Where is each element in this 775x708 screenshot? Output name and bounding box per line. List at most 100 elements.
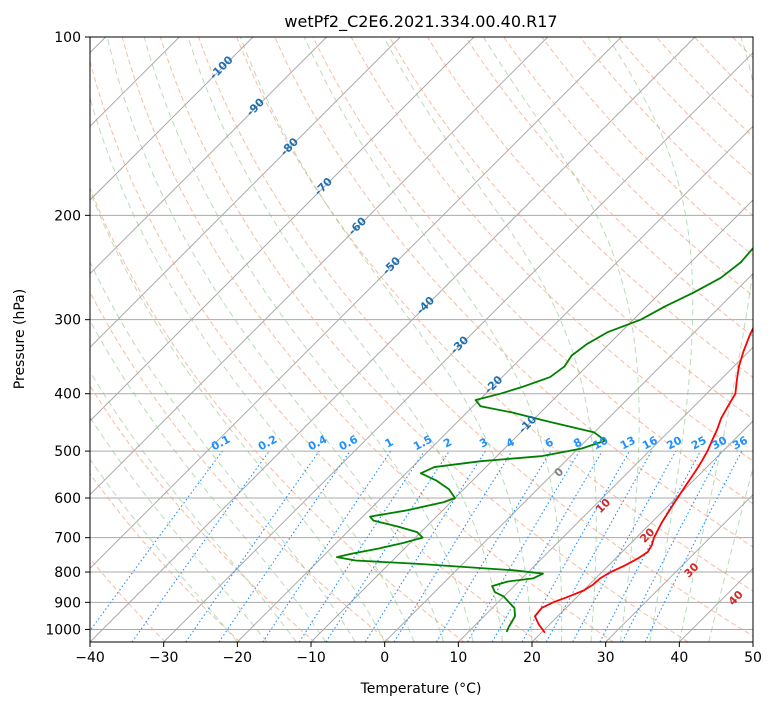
mixing-ratio-label: 6: [543, 435, 556, 450]
moist-adiabat-line: [383, 37, 597, 642]
mixing-ratio-line: [90, 450, 223, 632]
mixing-ratio-label: 10: [591, 434, 611, 453]
mixing-ratio-label: 36: [730, 434, 750, 453]
chart-title: wetPf2_C2E6.2021.334.00.40.R17: [284, 12, 557, 32]
y-tick-label: 500: [54, 444, 81, 460]
dry-adiabat-line: [90, 186, 465, 642]
dry-adiabat-line: [121, 37, 614, 642]
moist-adiabat-line: [90, 416, 268, 642]
mixing-ratio-label: 30: [710, 434, 730, 453]
x-tick-label: −20: [223, 650, 253, 666]
mixing-ratio-line: [262, 450, 392, 642]
mixing-ratio-line: [644, 450, 743, 642]
dry-adiabat-line: [465, 37, 753, 337]
moist-adiabat-line: [106, 37, 445, 642]
isotherm-line: [457, 346, 753, 642]
dry-adiabat-label: -50: [380, 254, 403, 277]
plot-frame: [89, 36, 754, 643]
moist-adiabat-line: [187, 37, 504, 642]
sounding-profiles: [336, 246, 753, 634]
dry-adiabat-line: [159, 37, 689, 642]
mixing-ratio-line: [521, 450, 630, 642]
dry-adiabat-line: [503, 37, 753, 297]
dry-adiabat-line: [426, 37, 753, 378]
mixing-ratio-label: 0.1: [209, 433, 232, 454]
mixing-ratio-line: [325, 450, 450, 642]
dry-adiabat-line: [388, 37, 753, 420]
moist-adiabat-line: [303, 37, 563, 642]
moist-adiabat-label: 20: [637, 525, 657, 545]
y-tick-label: 700: [54, 531, 81, 547]
isotherm-line: [90, 37, 475, 422]
dry-adiabat-label: -60: [346, 214, 369, 237]
dry-adiabat-line: [274, 37, 753, 548]
mixing-ratio-label: 0.6: [337, 433, 361, 454]
isotherm-line: [605, 493, 753, 642]
dry-adiabat-line: [90, 291, 390, 642]
moist-adiabat-line: [482, 37, 640, 642]
y-tick-label: 200: [54, 208, 81, 224]
x-tick-label: 50: [744, 650, 762, 666]
mixing-ratio-label: 20: [664, 434, 684, 453]
dry-adiabat-line: [90, 557, 166, 642]
grid-lines: [90, 37, 775, 642]
dry-adiabat-label: -30: [448, 333, 471, 356]
x-tick-label: 0: [380, 650, 389, 666]
dry-adiabat-line: [655, 37, 753, 138]
isotherm-line: [90, 37, 549, 496]
isotherm-line: [531, 420, 753, 642]
moist-adiabat-line: [90, 319, 327, 642]
y-tick-label: 1000: [45, 622, 81, 638]
moist-adiabat-line: [90, 96, 415, 642]
mixing-ratio-label: 0.4: [306, 433, 330, 454]
isotherm-line: [384, 272, 753, 642]
x-tick-label: −10: [296, 650, 326, 666]
dry-adiabat-label: -90: [244, 95, 267, 118]
temperature-profile-line: [534, 326, 753, 634]
mixing-ratio-label: 1.5: [411, 433, 434, 454]
mixing-ratio-label: 2: [441, 435, 454, 450]
plot-area: 0.1 0.2 0.4 0.6 1 1.5 2 3 4 6 8 10 13 16 20 25 30 36-100-…: [90, 37, 775, 642]
x-tick-label: 10: [449, 650, 467, 666]
y-tick-label: 600: [54, 491, 81, 507]
x-axis-label: Temperature (°C): [360, 681, 482, 697]
dry-adiabat-label: -80: [278, 135, 301, 158]
axes: −40 −30 −20 −10 0 10 20 30 40 5010020030040050060…: [45, 30, 762, 666]
mixing-ratio-label: 13: [618, 434, 638, 453]
isotherm-line: [90, 37, 622, 570]
moist-adiabat-label: 40: [726, 588, 746, 608]
dry-adiabat-line: [236, 37, 753, 592]
mixing-ratio-label: 0.2: [256, 433, 279, 454]
dry-adiabat-line: [771, 37, 775, 642]
mixing-ratio-label: 25: [689, 434, 709, 453]
dry-adiabat-label: -10: [516, 413, 539, 436]
dry-adiabat-line: [90, 59, 540, 642]
dry-adiabat-label: -100: [207, 53, 236, 82]
x-tick-label: −40: [75, 650, 105, 666]
moist-adiabat-line: [90, 458, 238, 642]
y-tick-label: 400: [54, 387, 81, 403]
x-tick-label: 20: [523, 650, 541, 666]
moist-adiabat-line: [708, 466, 753, 642]
dry-adiabat-line: [350, 37, 753, 462]
dry-adiabat-line: [90, 384, 316, 642]
y-tick-label: 900: [54, 595, 81, 611]
dewpoint-profile-line: [336, 246, 753, 633]
mixing-ratio-line: [545, 450, 653, 642]
moist-adiabat-line: [90, 260, 356, 642]
isotherm-line: [90, 37, 254, 201]
mixing-ratio-line: [572, 450, 677, 642]
moist-adiabat-line: [143, 37, 474, 642]
dry-adiabat-label: -40: [414, 294, 437, 317]
mixing-ratio-label: 16: [640, 434, 660, 453]
isotherm-line: [678, 567, 753, 642]
isotherm-line: [163, 51, 753, 642]
isotherm-line: [90, 37, 696, 642]
isotherm-line: [752, 641, 753, 642]
mixing-ratio-line: [393, 450, 513, 642]
isotherm-line: [90, 37, 328, 275]
mixing-ratio-line: [185, 450, 320, 642]
moist-adiabat-line: [239, 37, 533, 642]
y-tick-label: 300: [54, 313, 81, 329]
